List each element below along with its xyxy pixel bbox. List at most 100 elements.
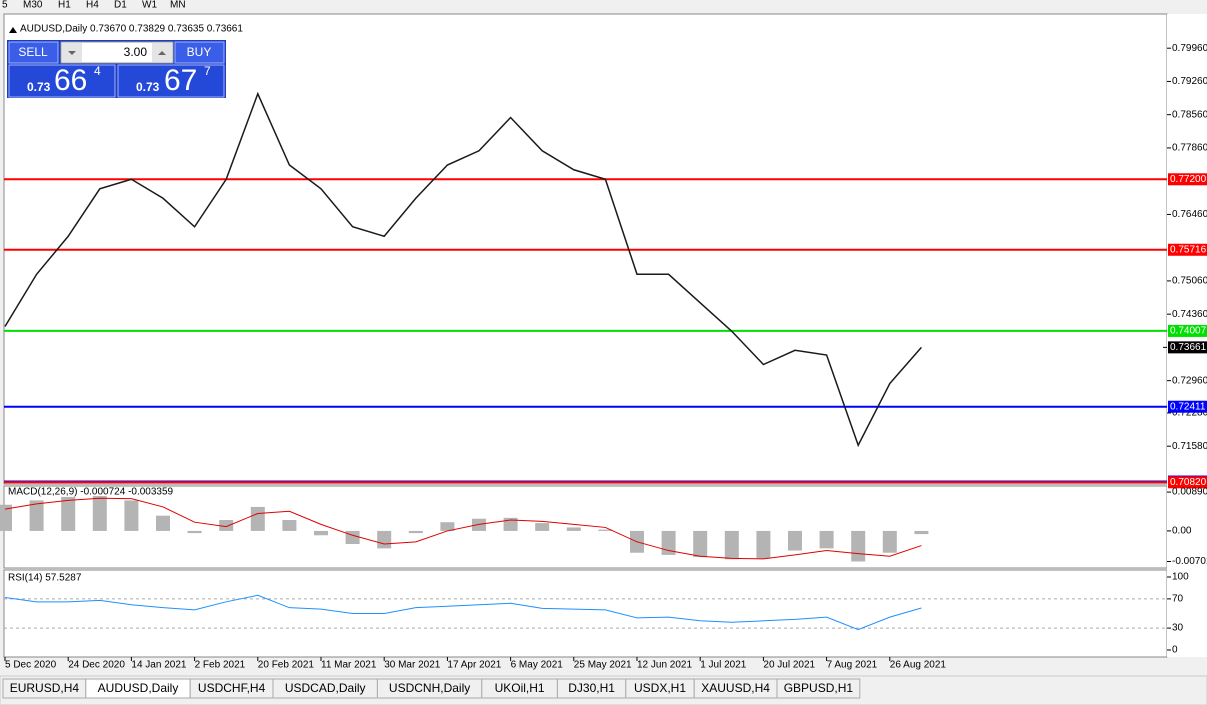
timeframe-button[interactable]: W1 bbox=[142, 0, 157, 11]
buy-label[interactable]: BUY bbox=[187, 45, 212, 59]
up-arrow bbox=[158, 51, 166, 55]
x-tick-label: 11 Mar 2021 bbox=[321, 660, 377, 671]
sell-price-big: 0.73 bbox=[27, 80, 51, 94]
buy-price-small: 7 bbox=[204, 64, 211, 78]
sell-price-small: 4 bbox=[94, 64, 101, 78]
y-tick-label: 0.79960 bbox=[1172, 43, 1207, 54]
tab-label[interactable]: USDCAD,Daily bbox=[285, 681, 366, 695]
macd-bar bbox=[377, 530, 392, 549]
macd-bar bbox=[219, 520, 234, 531]
y-tick-label: 0 bbox=[1172, 645, 1178, 656]
tab-label[interactable]: XAUUSD,H4 bbox=[701, 681, 770, 695]
tab-label[interactable]: USDX,H1 bbox=[634, 681, 686, 695]
macd-bar bbox=[124, 500, 139, 531]
macd-bar bbox=[345, 530, 360, 545]
macd-bar bbox=[92, 496, 107, 531]
macd-bar bbox=[819, 530, 834, 549]
macd-bar bbox=[187, 530, 202, 534]
x-tick-label: 1 Jul 2021 bbox=[700, 660, 747, 671]
level-tag bbox=[1168, 173, 1207, 186]
level-label: 0.77200 bbox=[1170, 174, 1207, 185]
x-tick-label: 26 Aug 2021 bbox=[890, 660, 947, 671]
macd-bar bbox=[724, 530, 739, 560]
sell-label[interactable]: SELL bbox=[18, 45, 48, 59]
y-tick-label: 0.71580 bbox=[1172, 441, 1207, 452]
level-label: 0.75716 bbox=[1170, 244, 1207, 255]
macd-title: MACD(12,26,9) -0.000724 -0.003359 bbox=[8, 487, 174, 498]
down-arrow bbox=[68, 51, 76, 55]
tab-label[interactable]: AUDUSD,Daily bbox=[98, 681, 179, 695]
x-tick-label: 17 Apr 2021 bbox=[447, 660, 501, 671]
chart-title: AUDUSD,Daily 0.73670 0.73829 0.73635 0.7… bbox=[20, 24, 243, 35]
price-line bbox=[4, 91, 922, 448]
level-label: 0.74007 bbox=[1170, 326, 1207, 337]
x-tick-label: 12 Jun 2021 bbox=[637, 660, 692, 671]
timeframe-button[interactable]: MN bbox=[170, 0, 186, 11]
x-tick-label: 30 Mar 2021 bbox=[384, 660, 441, 671]
signal-line bbox=[4, 497, 922, 560]
lots-value[interactable]: 3.00 bbox=[124, 45, 148, 59]
y-tick-label: 0.79260 bbox=[1172, 76, 1207, 87]
y-tick-label: 70 bbox=[1172, 594, 1184, 605]
tab-label[interactable]: USDCNH,Daily bbox=[389, 681, 470, 695]
buy-price-box[interactable] bbox=[117, 64, 225, 98]
tab-label[interactable]: UKOil,H1 bbox=[495, 681, 545, 695]
x-tick-label: 24 Dec 2020 bbox=[68, 660, 125, 671]
tab[interactable] bbox=[776, 678, 861, 699]
buy-button[interactable] bbox=[174, 41, 225, 64]
timeframe-button[interactable]: M30 bbox=[23, 0, 43, 11]
lots-field[interactable] bbox=[60, 41, 174, 64]
macd-bar bbox=[408, 530, 423, 534]
level-label: 0.72411 bbox=[1170, 401, 1206, 412]
toolbar-bg bbox=[0, 0, 1207, 12]
macd-bar bbox=[756, 530, 771, 559]
y-tick-label: 0.77860 bbox=[1172, 143, 1207, 154]
sell-price-box[interactable] bbox=[8, 64, 116, 98]
macd-bar bbox=[693, 530, 708, 558]
y-tick-label: 0.00 bbox=[1172, 526, 1192, 537]
macd-bar bbox=[61, 496, 76, 531]
macd-bar bbox=[29, 500, 44, 531]
level-tag bbox=[1168, 324, 1207, 337]
macd-panel bbox=[3, 485, 1168, 569]
y-tick-label: 0.74360 bbox=[1172, 309, 1207, 320]
tab-label[interactable]: EURUSD,H4 bbox=[10, 681, 80, 695]
sell-button[interactable] bbox=[8, 41, 59, 64]
level-tag bbox=[1168, 400, 1207, 413]
tab-label[interactable]: DJ30,H1 bbox=[568, 681, 615, 695]
timeframe-button[interactable]: H1 bbox=[58, 0, 71, 11]
timeframe-button[interactable]: D1 bbox=[114, 0, 127, 11]
timeframe-button[interactable]: 5 bbox=[2, 0, 8, 11]
macd-bar bbox=[882, 530, 897, 553]
y-tick-label: 0.008904 bbox=[1172, 487, 1207, 498]
macd-bar bbox=[914, 530, 929, 535]
tab-label[interactable]: GBPUSD,H1 bbox=[784, 681, 854, 695]
macd-bar bbox=[535, 523, 550, 531]
macd-bar bbox=[0, 504, 12, 531]
buy-price-main: 67 bbox=[164, 64, 197, 97]
rsi-line bbox=[4, 594, 922, 631]
macd-bar bbox=[598, 529, 613, 531]
x-tick-label: 20 Feb 2021 bbox=[258, 660, 315, 671]
trade-panel: SELL 3.00 BUY 0.73 66 4 0.73 67 7 bbox=[7, 40, 226, 98]
y-tick-label: 0.76460 bbox=[1172, 209, 1207, 220]
last-price-label: 0.73661 bbox=[1170, 342, 1207, 353]
sell-price-main: 66 bbox=[54, 64, 87, 97]
macd-bar bbox=[314, 530, 328, 536]
macd-bar bbox=[788, 530, 802, 551]
macd-bar bbox=[250, 506, 265, 531]
timeframe-button[interactable]: H4 bbox=[86, 0, 99, 11]
macd-bar bbox=[440, 522, 455, 531]
tab-label[interactable]: USDCHF,H4 bbox=[198, 681, 266, 695]
x-tick-label: 20 Jul 2021 bbox=[763, 660, 815, 671]
last-price-tag bbox=[1168, 341, 1207, 354]
macd-bar bbox=[156, 515, 170, 531]
x-tick-label: 14 Jan 2021 bbox=[131, 660, 186, 671]
macd-bar bbox=[282, 520, 297, 531]
collapse-icon bbox=[9, 27, 17, 33]
y-tick-label: 100 bbox=[1172, 572, 1189, 583]
level-label: 0.70820 bbox=[1170, 477, 1207, 488]
rsi-title: RSI(14) 57.5287 bbox=[8, 573, 82, 584]
x-tick-label: 25 May 2021 bbox=[574, 660, 632, 671]
